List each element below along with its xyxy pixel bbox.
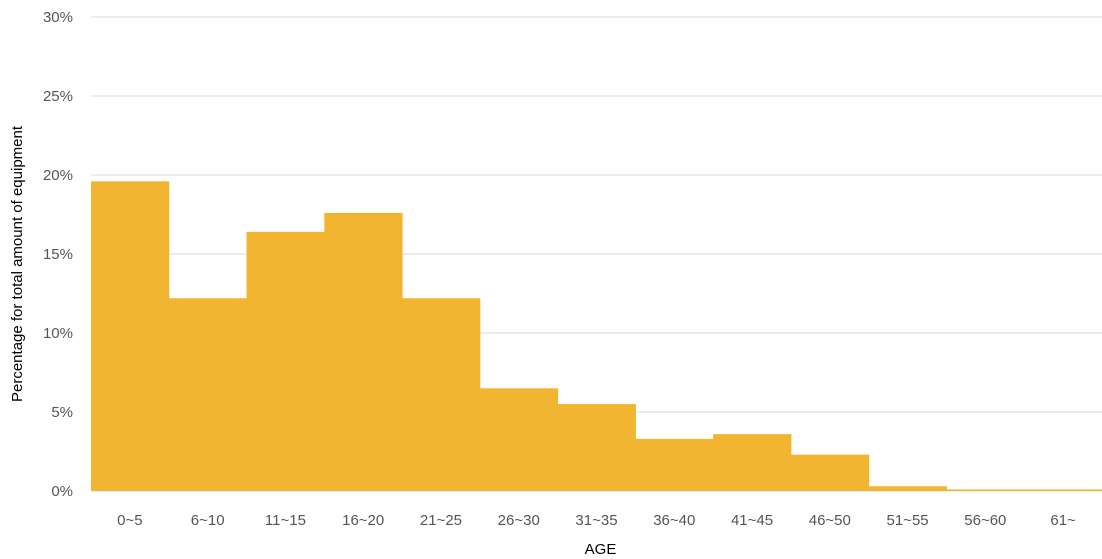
bar: [557, 404, 636, 491]
bar: [946, 489, 1025, 491]
x-tick-label: 46~50: [809, 512, 851, 529]
x-tick-label: 21~25: [420, 512, 462, 529]
x-axis-title: AGE: [585, 541, 617, 558]
x-tick-label: 56~60: [964, 512, 1006, 529]
y-tick-label: 5%: [51, 404, 73, 421]
bar: [790, 454, 870, 491]
x-tick-label: 6~10: [191, 512, 225, 529]
y-tick-labels: 0% 5% 10% 15% 20% 25% 30%: [43, 9, 73, 500]
x-tick-label: 61~: [1050, 512, 1076, 529]
y-tick-label: 0%: [51, 483, 73, 500]
y-axis-title: Percentage for total amount of equipment: [9, 125, 26, 402]
bar: [246, 231, 325, 491]
x-tick-label: 51~55: [887, 512, 929, 529]
bar: [635, 438, 714, 491]
bar: [868, 486, 947, 491]
bar: [1024, 489, 1102, 491]
bars: [91, 181, 1102, 492]
bar: [713, 434, 792, 491]
x-tick-label: 31~35: [575, 512, 617, 529]
y-tick-label: 25%: [43, 88, 73, 105]
x-tick-label: 0~5: [117, 512, 142, 529]
y-tick-label: 30%: [43, 9, 73, 26]
x-tick-label: 36~40: [653, 512, 695, 529]
y-tick-label: 10%: [43, 325, 73, 342]
x-tick-label: 41~45: [731, 512, 773, 529]
x-tick-label: 11~15: [265, 512, 306, 529]
y-tick-label: 15%: [43, 246, 73, 263]
bar: [402, 298, 481, 491]
bar: [168, 298, 248, 491]
x-tick-labels: 0~5 6~10 11~15 16~20 21~25 26~30 31~35 36~40 41~…: [117, 512, 1076, 529]
x-tick-label: 26~30: [498, 512, 540, 529]
x-tick-label: 16~20: [342, 512, 384, 529]
bar: [324, 212, 403, 492]
bar: [479, 388, 559, 491]
bar: [91, 181, 170, 491]
y-tick-label: 20%: [43, 167, 73, 184]
